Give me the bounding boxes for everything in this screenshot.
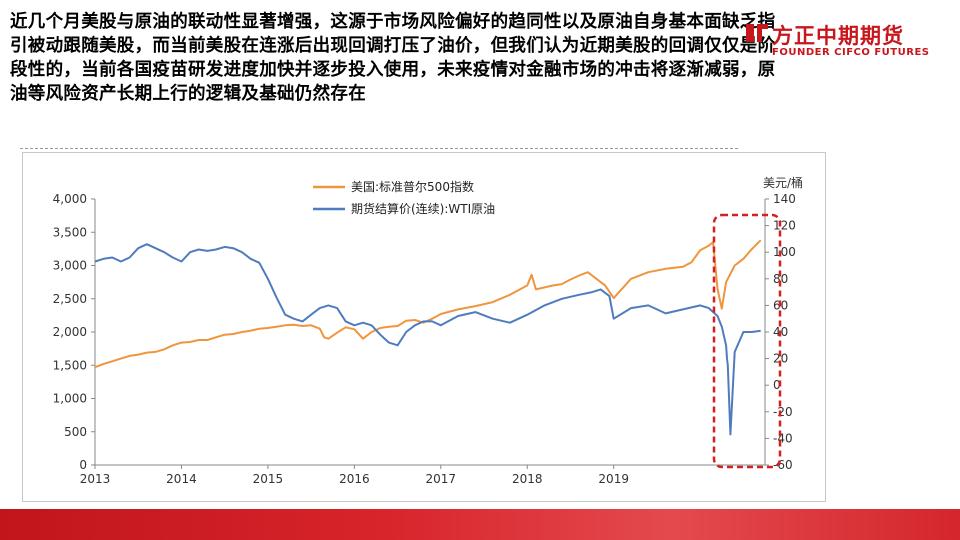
logo-mark-icon [746, 24, 768, 42]
highlight-box [712, 213, 782, 469]
x-tick-label: 2017 [426, 472, 457, 486]
y-right-tick-label: -60 [773, 458, 793, 472]
y-right-tick-label: 120 [773, 219, 796, 233]
y-right-tick-label: -40 [773, 431, 793, 445]
y-right-tick-label: 0 [773, 378, 781, 392]
y-left-tick-label: 3,000 [53, 259, 87, 273]
legend-label-sp500: 美国:标准普尔500指数 [351, 179, 474, 194]
logo-chinese-name: 方正中期期货 [772, 24, 904, 48]
y-right-tick-label: 140 [773, 192, 796, 206]
logo-english-name: FOUNDER CIFCO FUTURES [772, 47, 930, 58]
y-right-axis-unit: 美元/桶 [763, 175, 803, 190]
x-tick-label: 2014 [166, 472, 197, 486]
x-tick-label: 2018 [512, 472, 543, 486]
y-left-tick-label: 500 [64, 425, 87, 439]
line-chart: 0 500 1,000 1,500 2,000 2,500 3,000 3,500 4,000 -… [53, 175, 803, 486]
y-right-tick-label: -20 [773, 405, 793, 419]
legend-label-wti: 期货结算价(连续):WTI原油 [351, 201, 495, 216]
y-right-tick-label: 20 [773, 352, 788, 366]
y-left-tick-label: 2,000 [53, 325, 87, 339]
y-left-tick-label: 4,000 [53, 192, 87, 206]
y-right-tick-label: 80 [773, 272, 788, 286]
y-left-tick-label: 1,500 [53, 358, 87, 372]
company-logo: 方正中期期货 FOUNDER CIFCO FUTURES [744, 14, 954, 58]
y-left-tick-label: 0 [79, 458, 87, 472]
wti-series-line [94, 243, 761, 436]
x-tick-label: 2013 [80, 472, 111, 486]
chart-frame: 0 500 1,000 1,500 2,000 2,500 3,000 3,500 4,000 -… [22, 152, 826, 502]
footer-bar [0, 509, 960, 540]
section-divider [20, 148, 738, 149]
x-tick-label: 2015 [253, 472, 284, 486]
y-right-tick-label: 100 [773, 245, 796, 259]
y-left-tick-label: 3,500 [53, 225, 87, 239]
x-tick-label: 2016 [339, 472, 370, 486]
x-tick-label: 2019 [598, 472, 629, 486]
y-left-tick-label: 1,000 [53, 392, 87, 406]
sp500-series-line [94, 239, 762, 369]
headline-text: 近几个月美股与原油的联动性显著增强，这源于市场风险偏好的趋同性以及原油自身基本面… [10, 12, 776, 104]
y-left-tick-label: 2,500 [53, 292, 87, 306]
